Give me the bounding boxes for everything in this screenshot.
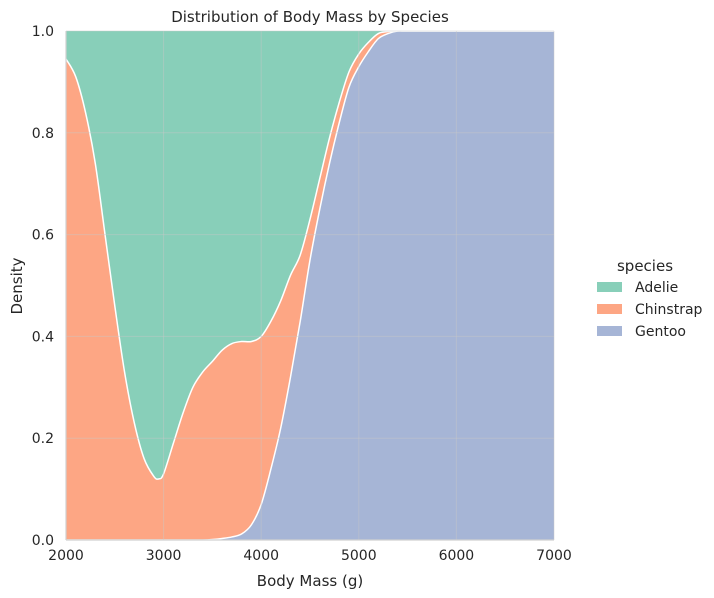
area-adelie	[66, 30, 554, 480]
y-tick-label: 0.0	[32, 533, 54, 549]
legend: species Adelie Chinstrap Gentoo	[597, 257, 703, 340]
y-tick-label: 0.2	[32, 431, 54, 447]
boundary-chinstrap	[65, 30, 554, 480]
y-tick-label: 0.8	[32, 126, 54, 142]
y-tick-label: 0.6	[32, 228, 54, 244]
x-tick-label: 7000	[536, 548, 572, 564]
legend-label-chinstrap: Chinstrap	[635, 302, 703, 318]
axis-spines	[65, 31, 554, 541]
chart-title: Distribution of Body Mass by Species	[171, 8, 449, 26]
y-tick-label: 1.0	[32, 24, 54, 40]
x-axis-label: Body Mass (g)	[257, 572, 363, 590]
area-gentoo	[66, 30, 554, 541]
legend-label-gentoo: Gentoo	[635, 324, 686, 340]
x-tick-label: 4000	[243, 548, 279, 564]
legend-swatch-chinstrap	[597, 304, 622, 314]
x-tick-label: 3000	[146, 548, 182, 564]
y-tick-label: 0.4	[32, 329, 54, 345]
legend-items: Adelie Chinstrap Gentoo	[597, 280, 703, 340]
x-tick-labels: 2000 3000 4000 5000 6000 7000	[48, 548, 572, 564]
x-tick-label: 5000	[341, 548, 377, 564]
legend-title: species	[617, 257, 673, 275]
stacked-area-layer	[65, 30, 554, 541]
y-tick-labels: 0.0 0.2 0.4 0.6 0.8 1.0	[32, 24, 54, 549]
x-tick-label: 6000	[439, 548, 475, 564]
legend-swatch-adelie	[597, 282, 622, 292]
legend-label-adelie: Adelie	[635, 280, 678, 296]
x-tick-label: 2000	[48, 548, 84, 564]
area-chinstrap	[66, 30, 554, 541]
legend-swatch-gentoo	[597, 326, 622, 336]
y-axis-label: Density	[8, 257, 26, 314]
